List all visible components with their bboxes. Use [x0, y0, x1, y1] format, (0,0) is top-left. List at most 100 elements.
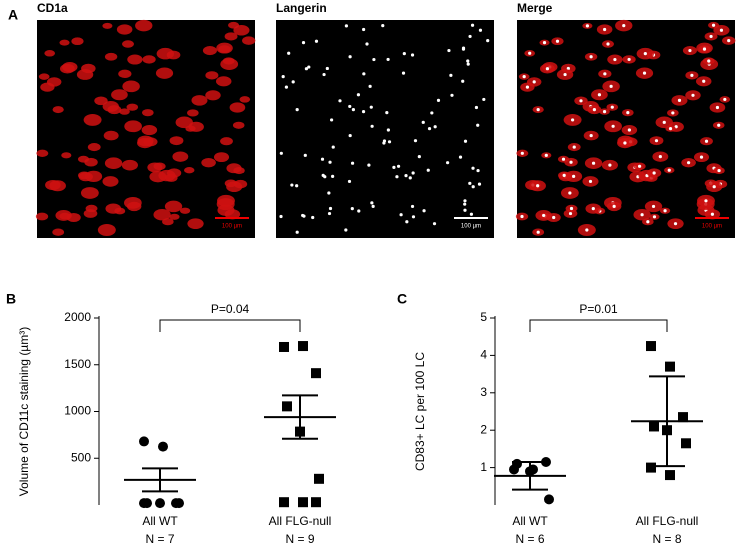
cell	[201, 157, 216, 168]
cell	[226, 181, 243, 193]
nucleus	[588, 179, 593, 184]
x-tick-label: All WT	[512, 514, 548, 528]
point	[282, 401, 292, 412]
cell	[166, 168, 182, 178]
y-tick-label: 2	[480, 422, 487, 436]
cell	[36, 149, 49, 157]
nucleus	[569, 160, 573, 164]
nucleus	[344, 24, 349, 28]
cell	[119, 108, 130, 115]
nucleus	[652, 171, 656, 175]
nucleus	[602, 110, 607, 114]
nucleus	[463, 199, 467, 203]
nucleus	[471, 166, 475, 170]
nucleus	[279, 214, 283, 219]
cell	[126, 103, 139, 111]
nucleus	[702, 79, 706, 83]
nucleus	[348, 133, 352, 138]
cell	[122, 40, 134, 48]
nucleus	[350, 206, 354, 211]
nucleus	[370, 201, 374, 205]
point	[139, 436, 149, 447]
x-tick-label: All FLG-null	[269, 514, 332, 528]
nucleus	[536, 184, 540, 188]
cell	[169, 213, 180, 220]
nucleus	[704, 199, 708, 203]
cell	[80, 187, 99, 199]
nucleus	[386, 128, 390, 132]
nucleus	[427, 127, 432, 131]
nucleus	[287, 51, 291, 55]
y-axis-label: Volume of CD11c staining (µm³)	[17, 327, 31, 496]
cell	[97, 223, 116, 236]
nucleus	[325, 66, 329, 71]
nucleus	[610, 105, 614, 109]
cell	[191, 95, 208, 106]
cell	[59, 63, 75, 74]
cell	[156, 47, 175, 60]
scale-bar-label: 100 µm	[461, 224, 481, 230]
nucleus	[591, 206, 595, 211]
cell	[121, 159, 138, 171]
nucleus	[478, 28, 483, 32]
nucleus	[589, 55, 593, 59]
nucleus	[304, 67, 309, 71]
nucleus	[328, 206, 333, 211]
cell	[127, 54, 143, 65]
nucleus	[463, 208, 467, 212]
cell	[164, 200, 183, 213]
nucleus	[609, 84, 613, 88]
cell	[202, 46, 217, 56]
nucleus	[723, 97, 727, 102]
nucleus	[295, 184, 299, 188]
nucleus	[626, 111, 630, 115]
cell	[38, 73, 50, 80]
nucleus	[413, 139, 418, 143]
cell	[126, 201, 142, 212]
cell	[59, 39, 70, 46]
cell	[172, 151, 189, 162]
nucleus	[322, 72, 326, 77]
cell	[103, 130, 119, 141]
point	[155, 498, 165, 509]
nucleus	[613, 57, 617, 62]
nucleus	[338, 99, 342, 103]
nucleus	[392, 165, 396, 169]
nucleus	[597, 93, 602, 97]
nucleus	[536, 230, 540, 234]
cell	[124, 120, 142, 133]
point	[665, 470, 675, 481]
panel-label: C	[397, 291, 407, 307]
cell	[205, 90, 221, 101]
nucleus	[362, 27, 366, 32]
nucleus	[311, 215, 315, 220]
cell	[179, 207, 191, 214]
nucleus	[301, 213, 305, 218]
point	[311, 497, 321, 508]
cell	[229, 102, 246, 113]
nucleus	[520, 214, 524, 219]
nucleus	[372, 57, 376, 62]
nucleus	[691, 93, 695, 97]
nucleus	[719, 28, 724, 32]
cell	[185, 125, 196, 132]
cell	[175, 116, 193, 129]
cell	[83, 113, 102, 126]
nucleus	[458, 155, 463, 159]
y-tick-label: 3	[480, 385, 487, 399]
nucleus	[591, 161, 596, 165]
nucleus	[395, 175, 399, 179]
cell	[187, 218, 204, 230]
nucleus	[430, 111, 434, 115]
nucleus	[362, 72, 366, 76]
nucleus	[570, 118, 575, 122]
n-label: N = 8	[652, 532, 681, 546]
nucleus	[662, 120, 666, 124]
nucleus	[411, 215, 416, 219]
nucleus	[476, 123, 480, 127]
nucleus	[715, 105, 720, 110]
nucleus	[301, 41, 306, 45]
nucleus	[381, 24, 385, 28]
point	[174, 498, 184, 509]
